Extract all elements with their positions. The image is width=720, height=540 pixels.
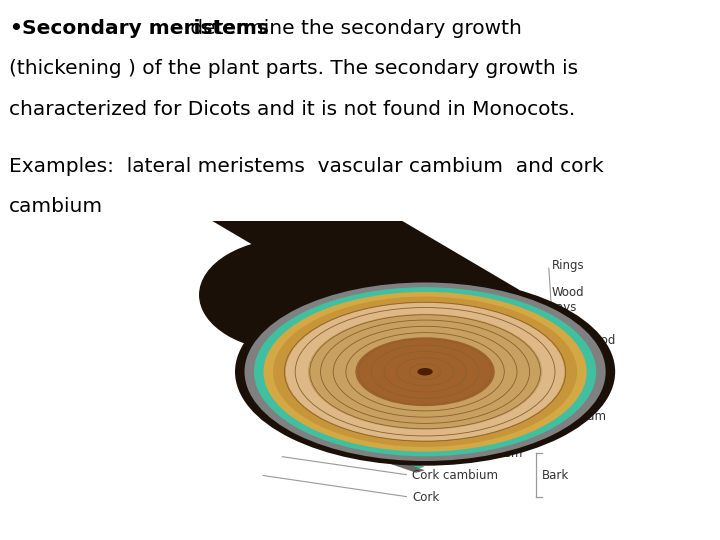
Polygon shape (261, 416, 424, 472)
Ellipse shape (264, 292, 587, 451)
Polygon shape (293, 406, 410, 467)
Polygon shape (305, 403, 404, 464)
Ellipse shape (308, 314, 542, 430)
Ellipse shape (286, 303, 564, 441)
Text: Sapwood: Sapwood (552, 365, 606, 378)
Text: Wood
rays: Wood rays (552, 286, 585, 314)
Ellipse shape (245, 282, 606, 461)
Ellipse shape (273, 296, 577, 447)
Text: Heartwood: Heartwood (552, 334, 616, 347)
Text: Cork cambium: Cork cambium (413, 469, 498, 482)
Text: (thickening ) of the plant parts. The secondary growth is: (thickening ) of the plant parts. The se… (9, 59, 577, 78)
Text: -  determine the secondary growth: - determine the secondary growth (164, 19, 522, 38)
Polygon shape (199, 214, 520, 291)
Text: Rings: Rings (552, 259, 585, 272)
Text: Bark: Bark (542, 469, 570, 482)
Text: •: • (9, 19, 22, 38)
Text: Vascular
cambium: Vascular cambium (552, 395, 607, 423)
Text: Examples:  lateral meristems  vascular cambium  and cork: Examples: lateral meristems vascular cam… (9, 157, 603, 176)
Ellipse shape (254, 287, 596, 456)
Text: cambium: cambium (9, 197, 103, 216)
Polygon shape (277, 411, 424, 469)
Text: Cork: Cork (413, 490, 440, 503)
Ellipse shape (418, 368, 433, 375)
Ellipse shape (199, 239, 390, 352)
Text: characterized for Dicots and it is not found in Monocots.: characterized for Dicots and it is not f… (9, 100, 575, 119)
Polygon shape (285, 409, 415, 468)
Ellipse shape (235, 278, 615, 465)
Text: Secondary meristems: Secondary meristems (22, 19, 269, 38)
Ellipse shape (356, 338, 495, 406)
Text: Secondary phloem: Secondary phloem (413, 447, 523, 460)
